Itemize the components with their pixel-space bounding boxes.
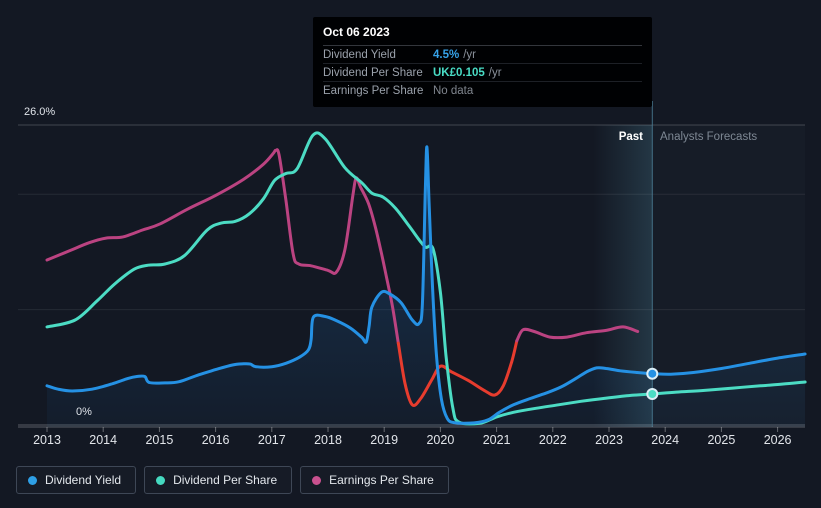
tooltip-label: Earnings Per Share [323,84,424,97]
tooltip-row-dividend-per-share: Dividend Per Share UK£0.105 /yr [323,64,642,82]
dividend-yield-area [47,146,806,427]
y-axis-max-label: 26.0% [24,106,56,118]
dividend-per-share-line [45,131,807,426]
earnings-per-share-line-1 [396,339,519,407]
x-axis-label-2017: 2017 [257,433,286,447]
x-axis-label-2018: 2018 [314,433,342,447]
x-axis-label-2023: 2023 [595,433,623,447]
dividend-per-share-dot-icon [156,475,166,485]
x-axis-label-2014: 2014 [89,433,118,447]
dividend-yield-dot-icon [28,475,37,485]
legend-item-dividend-per-share[interactable]: Dividend Per Share [144,466,293,494]
tooltip-label: Dividend Per Share [323,66,423,79]
chart-legend: Dividend Yield Dividend Per Share Earnin… [16,466,449,494]
earnings-per-share-line-0 [45,148,400,345]
tooltip-date: Oct 06 2023 [323,23,642,46]
tooltip-value: 4.5% [433,48,460,61]
x-axis-label-2019: 2019 [370,433,399,447]
x-axis-label-2024: 2024 [651,433,680,447]
past-label: Past [618,131,643,143]
dividend-yield-line [45,145,807,425]
analysts-forecasts-label: Analysts Forecasts [660,131,758,143]
tooltip-suffix: /yr [463,48,476,61]
x-axis-label-2016: 2016 [201,433,230,447]
legend-item-earnings-per-share[interactable]: Earnings Per Share [300,466,449,494]
legend-label: Dividend Yield [45,473,122,487]
tooltip-label: Dividend Yield [323,48,396,61]
tooltip-row-earnings-per-share: Earnings Per Share No data [323,82,642,99]
tooltip-row-dividend-yield: Dividend Yield 4.5% /yr [323,46,642,64]
x-axis-label-2013: 2013 [33,433,61,447]
chart-tooltip: Oct 06 2023 Dividend Yield 4.5% /yr Divi… [313,17,652,107]
x-axis-label-2025: 2025 [707,433,736,447]
legend-label: Earnings Per Share [329,473,434,487]
dividend-per-share-marker[interactable] [646,388,659,400]
x-axis-label-2015: 2015 [145,433,174,447]
x-axis-label-2022: 2022 [538,433,567,447]
earnings-per-share-line-2 [515,325,640,343]
tooltip-value: UK£0.105 [433,66,485,79]
chart-canvas[interactable] [0,0,821,455]
tooltip-value: No data [433,84,474,97]
x-axis-label-2020: 2020 [426,433,455,447]
dividend-yield-marker[interactable] [646,367,659,380]
legend-item-dividend-yield[interactable]: Dividend Yield [16,466,137,494]
tooltip-suffix: /yr [488,66,502,79]
y-axis-zero-label: 0% [76,406,92,418]
earnings-per-share-dot-icon [312,475,322,485]
x-axis-label-2021: 2021 [482,433,511,447]
legend-label: Dividend Per Share [173,473,278,487]
x-axis-label-2026: 2026 [763,433,792,447]
